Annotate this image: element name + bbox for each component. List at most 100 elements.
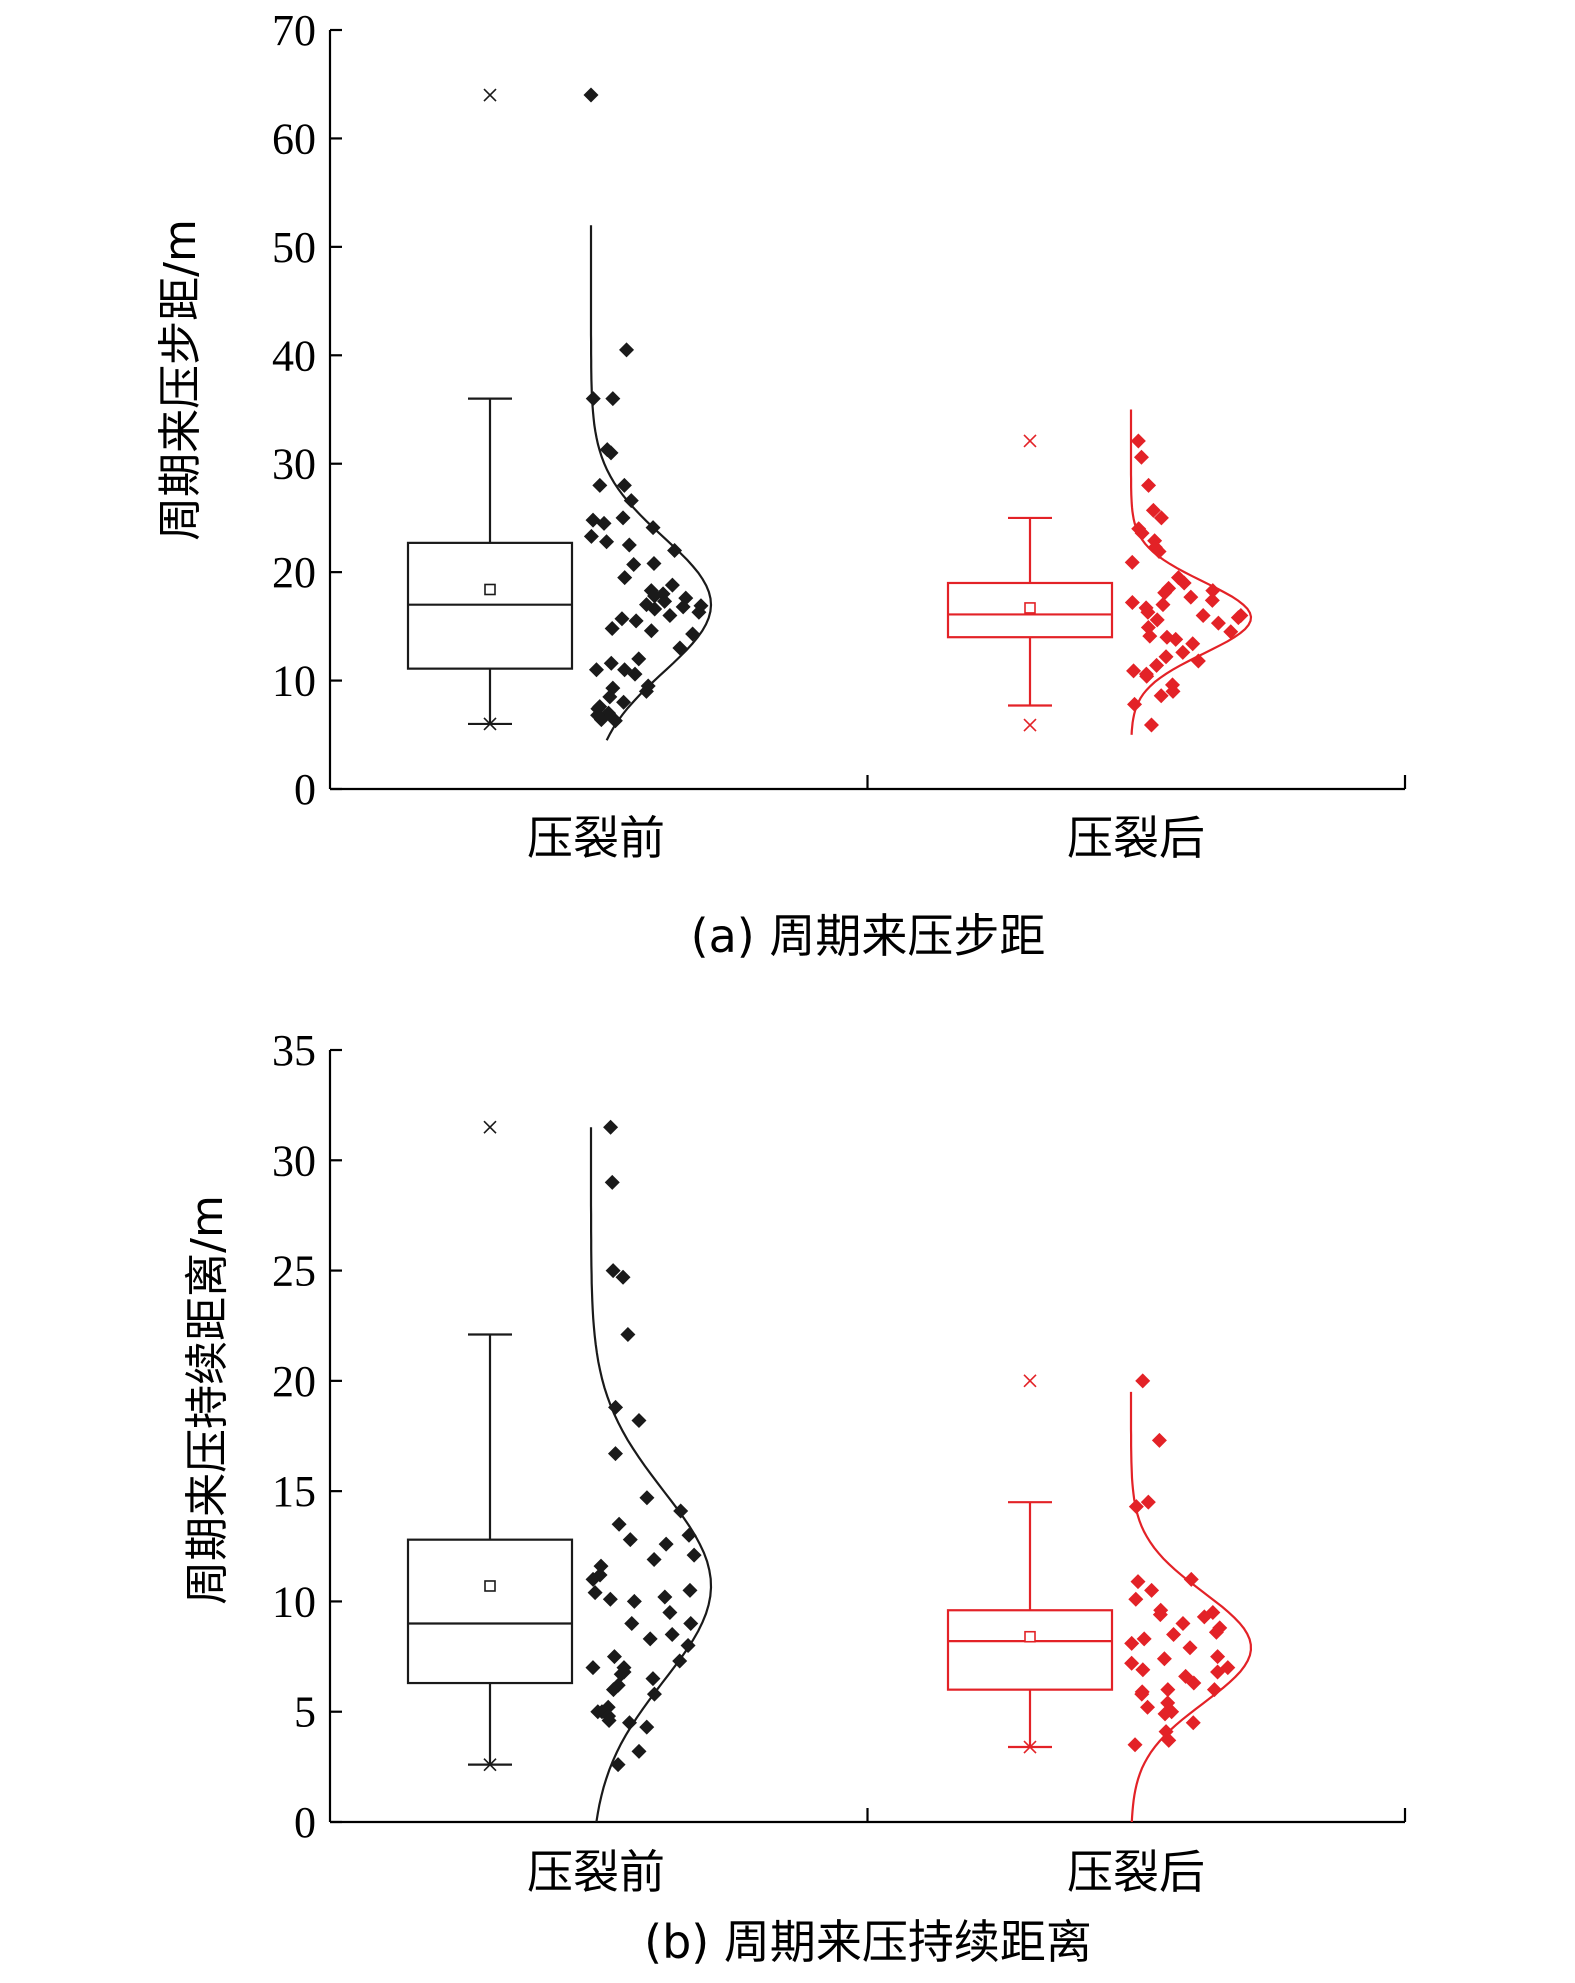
data-point [1141, 477, 1157, 493]
extreme-marker [1023, 1374, 1037, 1388]
panel-caption: (b) 周期来压持续距离 [644, 1915, 1092, 1969]
data-point [622, 1532, 638, 1548]
data-point [1130, 433, 1146, 449]
mean-marker [1024, 1630, 1036, 1643]
data-point [1124, 1635, 1140, 1651]
data-point [1175, 1615, 1191, 1631]
data-point [672, 640, 688, 656]
data-point [614, 611, 630, 627]
data-point [667, 542, 683, 558]
density-curve [1129, 1391, 1253, 1823]
data-point [1124, 554, 1140, 570]
y-tick-label: 40 [272, 331, 316, 380]
mean-marker [484, 1580, 496, 1592]
data-point [1183, 1571, 1199, 1587]
data-point [686, 1547, 702, 1563]
data-point [615, 510, 631, 526]
data-point [639, 1490, 655, 1506]
data-point [643, 623, 659, 639]
data-point [1156, 1651, 1172, 1667]
data-point [624, 1615, 640, 1631]
data-point [628, 613, 644, 629]
y-tick-label: 10 [272, 1577, 316, 1626]
data-point [603, 445, 619, 461]
data-point [645, 1671, 661, 1687]
data-point [638, 683, 654, 699]
data-point [1140, 1699, 1156, 1715]
panel-b: 周期来压持续距离/m 压裂前 压裂后 (b) 周期来压持续距离 0 5 10 15 20… [182, 1026, 1407, 1969]
data-point [1151, 544, 1167, 560]
category-label-after: 压裂后 [1067, 1845, 1205, 1899]
data-point [1185, 636, 1201, 652]
data-point [1208, 1624, 1224, 1640]
data-point [1166, 1627, 1182, 1643]
y-tick-label: 20 [272, 548, 316, 597]
box [946, 1609, 1114, 1691]
data-point [588, 662, 604, 678]
box [946, 581, 1114, 639]
data-point [621, 537, 637, 553]
extreme-marker [483, 1758, 497, 1772]
data-point [585, 512, 601, 528]
data-point [1157, 1706, 1173, 1722]
data-point [682, 1582, 698, 1598]
data-point [1149, 612, 1165, 628]
data-point [1153, 510, 1169, 526]
y-axis-label: 周期来压持续距离/m [182, 1195, 233, 1605]
mean-marker [1024, 602, 1036, 614]
data-point [662, 608, 678, 624]
data-point [1206, 1682, 1222, 1698]
data-point [583, 528, 599, 544]
data-point [1175, 644, 1191, 660]
data-point [611, 1516, 627, 1532]
y-tick-label: 25 [272, 1247, 316, 1296]
data-point [593, 1558, 609, 1574]
data-point [1153, 688, 1169, 704]
data-point [1155, 597, 1171, 613]
data-point [605, 1263, 621, 1279]
data-point [1133, 449, 1149, 465]
data-point [639, 1719, 655, 1735]
data-point [1205, 583, 1221, 599]
extreme-marker [483, 88, 497, 102]
data-point [596, 515, 612, 531]
category-label-before: 压裂前 [527, 811, 665, 865]
data-point [585, 391, 601, 407]
data-point [1195, 608, 1211, 624]
extreme-marker [1023, 718, 1037, 732]
data-point [683, 1615, 699, 1631]
data-point [1127, 1737, 1143, 1753]
data-point [601, 1713, 617, 1729]
data-point [664, 1627, 680, 1643]
data-point [647, 601, 663, 617]
data-point [604, 1174, 620, 1190]
data-point [616, 694, 632, 710]
data-point [603, 655, 619, 671]
category-label-after: 压裂后 [1067, 811, 1205, 865]
data-point [1165, 683, 1181, 699]
data-point [1152, 1607, 1168, 1623]
data-point [607, 1446, 623, 1462]
data-point [585, 1660, 601, 1676]
data-point [1136, 1631, 1152, 1647]
data-point [1157, 585, 1173, 601]
data-point [1186, 1675, 1202, 1691]
data-point [607, 713, 623, 729]
data-point [1196, 1609, 1212, 1625]
data-point [587, 1585, 603, 1601]
data-point [1145, 502, 1161, 518]
data-point [1183, 589, 1199, 605]
panel-caption: (a) 周期来压步距 [691, 909, 1046, 963]
data-point [1160, 1682, 1176, 1698]
data-point [1176, 575, 1192, 591]
data-point [610, 1757, 626, 1773]
data-point [599, 534, 615, 550]
data-point [1204, 592, 1220, 608]
data-point [615, 1269, 631, 1285]
data-point [626, 557, 642, 573]
data-point [603, 1119, 619, 1135]
data-point [1135, 1662, 1151, 1678]
data-point [1158, 649, 1174, 665]
data-point [1168, 631, 1184, 647]
data-point [1143, 717, 1159, 733]
